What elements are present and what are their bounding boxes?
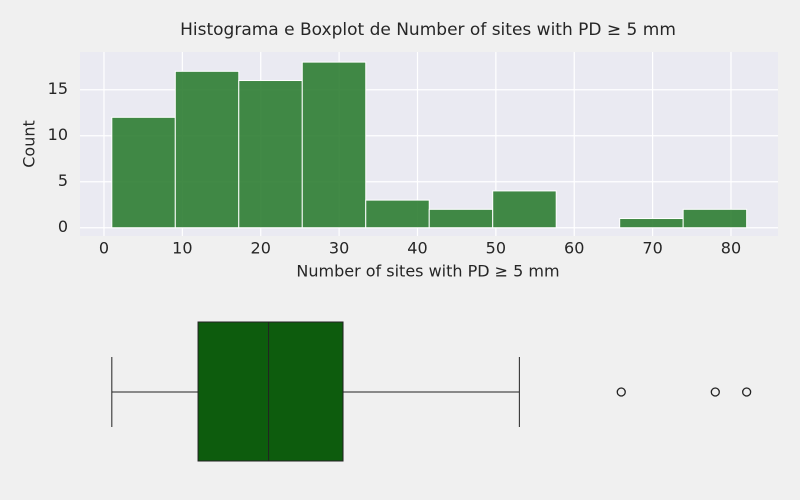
x-tick-label: 60 bbox=[564, 239, 584, 258]
x-tick-label: 10 bbox=[172, 239, 192, 258]
box bbox=[197, 321, 344, 462]
histogram-bar bbox=[619, 218, 684, 229]
histogram-bar bbox=[682, 208, 748, 229]
histogram-bar bbox=[492, 190, 557, 229]
histogram-bar bbox=[174, 70, 240, 229]
x-tick-label: 50 bbox=[486, 239, 506, 258]
outlier bbox=[616, 387, 626, 397]
x-tick-label: 0 bbox=[99, 239, 109, 258]
histogram-bar bbox=[365, 199, 430, 229]
histogram-bar bbox=[428, 208, 494, 229]
x-tick-label: 30 bbox=[329, 239, 349, 258]
histogram-bar bbox=[111, 116, 176, 229]
x-tick-label: 80 bbox=[721, 239, 741, 258]
y-tick-label: 15 bbox=[48, 79, 68, 98]
x-tick-label: 40 bbox=[407, 239, 427, 258]
y-tick-label: 10 bbox=[48, 125, 68, 144]
chart-title: Histograma e Boxplot de Number of sites … bbox=[180, 20, 676, 40]
x-tick-label: 20 bbox=[251, 239, 271, 258]
y-axis-label: Count bbox=[20, 120, 39, 168]
y-tick-label: 5 bbox=[58, 171, 68, 190]
outlier bbox=[710, 387, 720, 397]
x-axis-label: Number of sites with PD ≥ 5 mm bbox=[296, 262, 559, 281]
y-tick-label: 0 bbox=[58, 217, 68, 236]
outlier bbox=[742, 387, 752, 397]
histogram-bar bbox=[301, 61, 367, 229]
x-tick-label: 70 bbox=[642, 239, 662, 258]
histogram-bar bbox=[238, 80, 303, 229]
